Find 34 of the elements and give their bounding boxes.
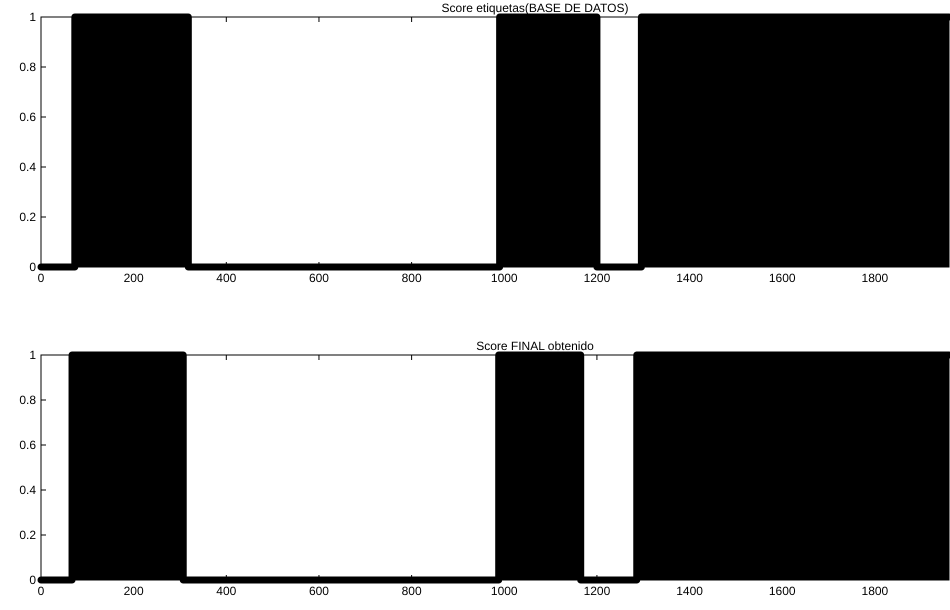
- y-tick-label: 0.8: [19, 393, 36, 407]
- y-tick-label: 0.6: [19, 438, 36, 452]
- x-tick-label: 1200: [584, 584, 611, 598]
- x-tick-label: 1400: [676, 584, 704, 598]
- x-tick-label: 1600: [768, 271, 796, 285]
- x-tick-label: 1000: [490, 584, 518, 598]
- x-tick-label: 600: [308, 584, 330, 598]
- y-tick-label: 0.2: [19, 528, 36, 542]
- x-tick-label: 600: [308, 271, 330, 285]
- x-tick-label: 400: [216, 271, 237, 285]
- chart-title: Score FINAL obtenido: [476, 339, 594, 353]
- x-tick-label: 200: [124, 584, 144, 598]
- x-tick-label: 1800: [862, 271, 889, 285]
- x-tick-label: 0: [38, 584, 45, 598]
- y-tick-label: 0: [29, 573, 36, 587]
- chart-title: Score etiquetas(BASE DE DATOS): [442, 1, 628, 15]
- y-tick-label: 0.4: [19, 160, 36, 174]
- x-tick-label: 1400: [676, 271, 704, 285]
- y-tick-label: 0.4: [19, 483, 36, 497]
- x-tick-label: 1200: [584, 271, 611, 285]
- y-tick-label: 0: [29, 260, 36, 274]
- y-tick-label: 1: [29, 348, 36, 362]
- x-tick-label: 1800: [862, 584, 889, 598]
- x-tick-label: 200: [124, 271, 144, 285]
- x-tick-label: 400: [216, 584, 237, 598]
- x-tick-label: 1000: [490, 271, 518, 285]
- x-tick-label: 0: [38, 271, 45, 285]
- y-tick-label: 0.8: [19, 60, 36, 74]
- y-tick-label: 0.6: [19, 110, 36, 124]
- x-tick-label: 1600: [768, 584, 796, 598]
- x-tick-label: 800: [402, 584, 422, 598]
- y-tick-label: 0.2: [19, 210, 36, 224]
- x-tick-label: 800: [402, 271, 422, 285]
- y-tick-label: 1: [29, 10, 36, 24]
